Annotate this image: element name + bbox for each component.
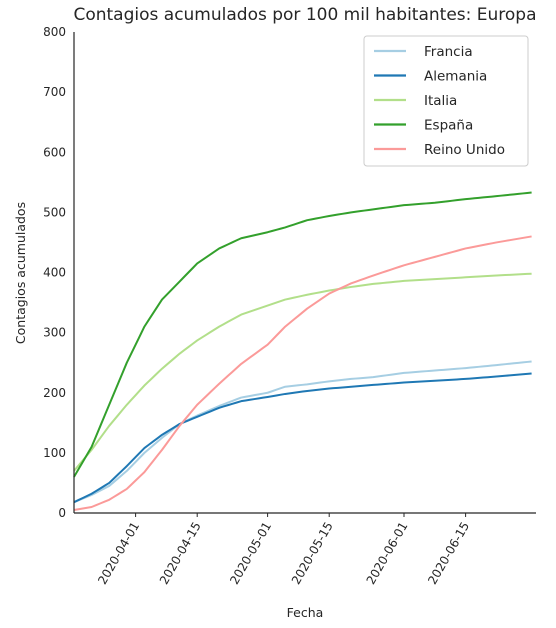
x-tick-label: 2020-04-01 [95, 520, 142, 587]
legend-label: Francia [424, 44, 473, 60]
x-tick-labels: 2020-04-01 2020-04-15 2020-05-01 2020-05-15… [95, 513, 472, 587]
series-layer [73, 191, 532, 511]
y-tick-label: 600 [43, 145, 66, 159]
legend-label: España [424, 118, 473, 134]
y-tick-label: 800 [43, 25, 66, 39]
y-tick-label: 400 [43, 266, 66, 280]
series-line-alemania [73, 372, 532, 504]
series-line-italia [73, 272, 532, 472]
x-tick-label: 2020-05-01 [227, 520, 274, 587]
y-tick-label: 0 [58, 506, 66, 520]
legend: Francia Alemania Italia España Reino Unido [363, 35, 529, 167]
series-line-reino-unido [73, 235, 532, 511]
y-tick-labels: 0 100 200 300 400 500 600 700 800 [43, 25, 66, 520]
y-tick-label: 300 [43, 326, 66, 340]
x-tick-label: 2020-06-01 [364, 520, 411, 587]
y-tick-label: 100 [43, 446, 66, 460]
chart-title: Contagios acumulados por 100 mil habitan… [73, 5, 536, 25]
y-tick-label: 200 [43, 386, 66, 400]
y-tick-label: 700 [43, 85, 66, 99]
legend-frame [363, 35, 529, 167]
legend-label: Italia [424, 93, 457, 109]
legend-label: Alemania [424, 69, 487, 85]
x-axis-label: Fecha [287, 605, 324, 620]
y-axis-label: Contagios acumulados [13, 202, 28, 344]
x-tick-label: 2020-06-15 [425, 520, 472, 587]
plot-area [73, 32, 536, 514]
x-tick-label: 2020-05-15 [289, 520, 336, 587]
y-tick-label: 500 [43, 205, 66, 219]
series-line-españa [73, 191, 532, 478]
legend-label: Reino Unido [424, 142, 505, 158]
x-tick-label: 2020-04-15 [157, 520, 204, 587]
series-line-francia [73, 360, 532, 504]
